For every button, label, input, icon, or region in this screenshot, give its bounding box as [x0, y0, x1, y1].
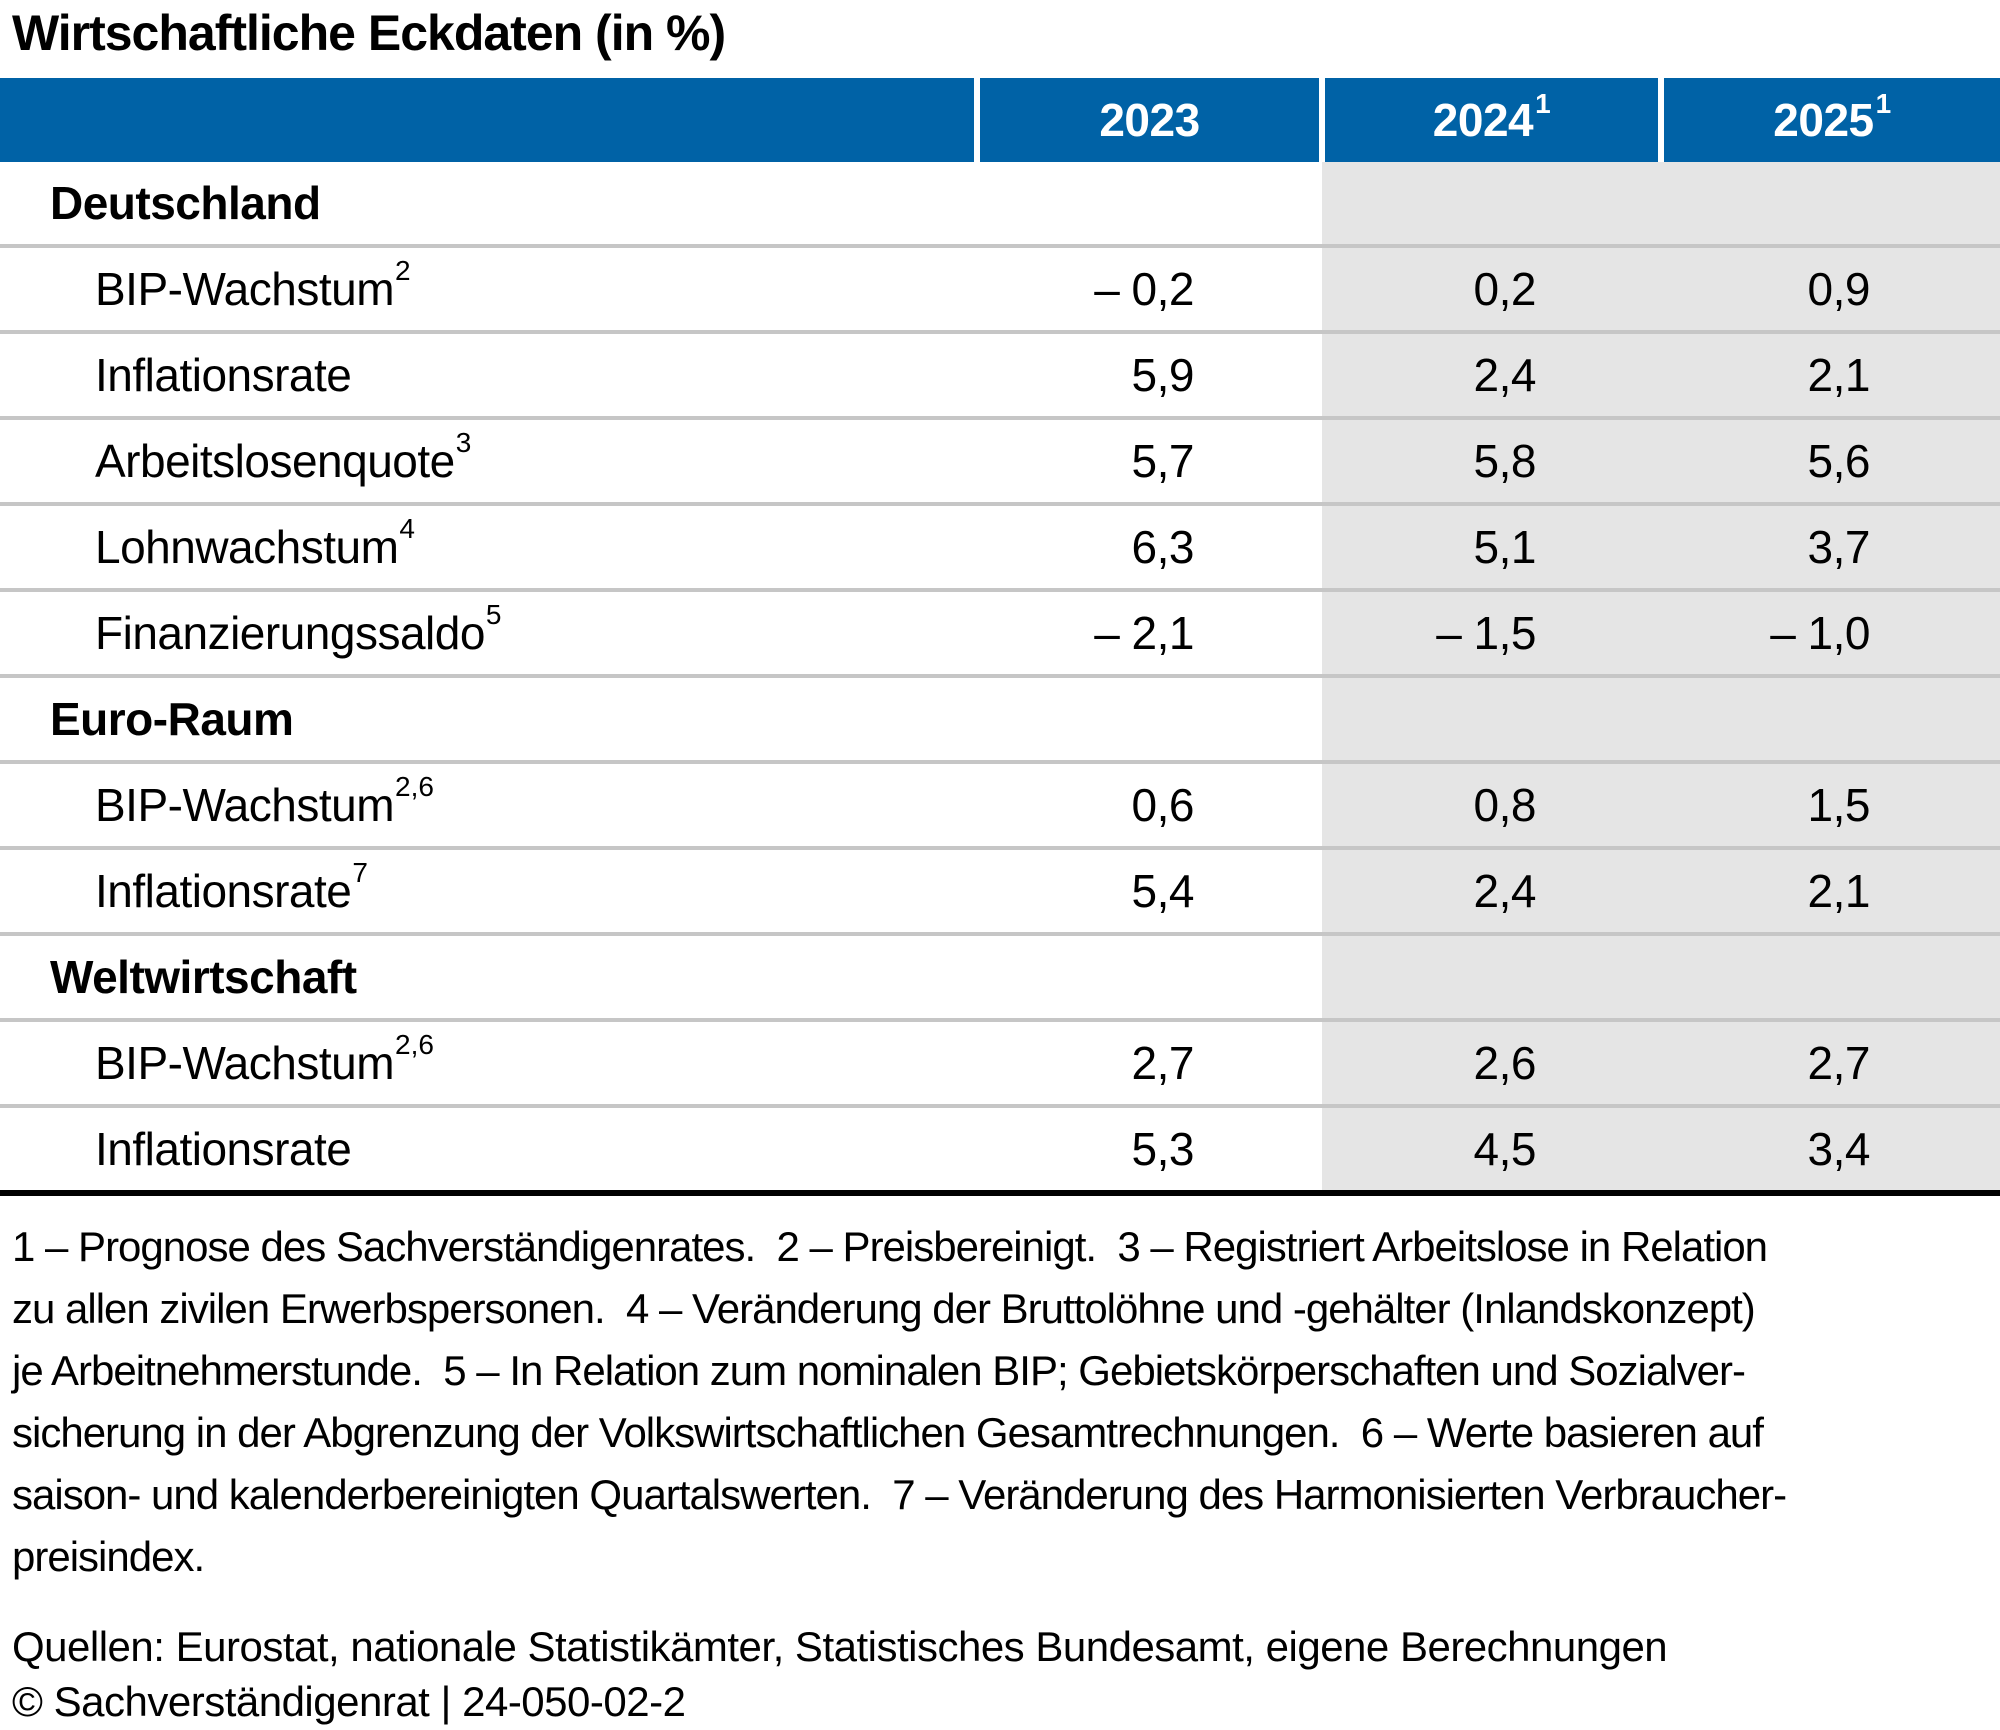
value-2024: 0,2 [1322, 248, 1661, 330]
value-2023: 5,7 [1131, 435, 1195, 487]
economic-data-table: 2023 2024 1 2025 1 Deutschland BIP-Wachstu… [0, 78, 2000, 1196]
value-2024: 2,6 [1322, 1022, 1661, 1104]
footnote-line: je Arbeitnehmerstunde. 5 – In Relation z… [12, 1347, 1746, 1394]
value-2023: 2,7 [1131, 1037, 1195, 1089]
section-row-deutschland: Deutschland [0, 162, 2000, 248]
table-row-bip-wachstum-de: BIP-Wachstum 2 – 0,2 0,2 0,9 [0, 248, 2000, 334]
value-2025: 3,4 [1661, 1108, 2000, 1190]
footnote-line: 1 – Prognose des Sachverständigenrates. … [12, 1223, 1768, 1270]
row-label: Inflationsrate [95, 1123, 352, 1175]
row-label: Inflationsrate [95, 349, 352, 401]
forecast-footnote-marker: 1 [1535, 88, 1551, 119]
row-label: Inflationsrate [95, 865, 352, 917]
value-2024: – 1,5 [1322, 592, 1661, 674]
value-2025 [1661, 678, 2000, 760]
table-row-lohnwachstum: Lohnwachstum 4 6,3 5,1 3,7 [0, 506, 2000, 592]
value-2025: – 1,0 [1661, 592, 2000, 674]
footnote-marker: 3 [455, 427, 472, 458]
value-2024: 5,1 [1322, 506, 1661, 588]
forecast-footnote-marker: 1 [1875, 88, 1892, 119]
row-label: BIP-Wachstum [95, 779, 395, 831]
table-row-inflationsrate-welt: Inflationsrate 5,3 4,5 3,4 [0, 1108, 2000, 1196]
table-row-inflationsrate-euro: Inflationsrate 7 5,4 2,4 2,1 [0, 850, 2000, 936]
table-row-inflationsrate-de: Inflationsrate 5,9 2,4 2,1 [0, 334, 2000, 420]
year-2023-label: 2023 [1099, 94, 1200, 146]
value-2023: 6,3 [1131, 521, 1195, 573]
footnote-marker: 5 [485, 599, 502, 630]
value-2023: – 0,2 [1094, 263, 1194, 315]
table-row-arbeitslosenquote: Arbeitslosenquote 3 5,7 5,8 5,6 [0, 420, 2000, 506]
value-2025 [1661, 936, 2000, 1018]
year-2025-label: 2025 [1773, 94, 1874, 146]
value-2023 [977, 936, 1322, 1018]
value-2023: – 2,1 [1094, 607, 1194, 659]
year-2024-label: 2024 [1432, 94, 1534, 146]
copyright-line: © Sachverständigenrat | 24-050-02-2 [12, 1678, 686, 1725]
header-cell-empty [0, 78, 974, 162]
row-label: Finanzierungssaldo [95, 607, 485, 659]
value-2025: 0,9 [1661, 248, 2000, 330]
section-row-weltwirtschaft: Weltwirtschaft [0, 936, 2000, 1022]
header-cell-2025: 2025 1 [1664, 78, 2000, 162]
value-2024 [1322, 678, 1661, 760]
table-row-finanzierungssaldo: Finanzierungssaldo 5 – 2,1 – 1,5 – 1,0 [0, 592, 2000, 678]
value-2025: 2,1 [1661, 850, 2000, 932]
row-label: BIP-Wachstum [95, 263, 395, 315]
section-label: Euro-Raum [50, 693, 294, 745]
value-2023 [977, 162, 1322, 244]
footnote-line: preisindex. [12, 1533, 205, 1580]
footnote-line: sicherung in der Abgrenzung der Volkswir… [12, 1409, 1764, 1456]
value-2023: 5,3 [1131, 1123, 1195, 1175]
section-label: Deutschland [50, 177, 321, 229]
figure-title: Wirtschaftliche Eckdaten (in %) [12, 5, 726, 61]
value-2025: 1,5 [1661, 764, 2000, 846]
footnote-marker: 2 [395, 255, 411, 286]
footnote-line: zu allen zivilen Erwerbspersonen. 4 – Ve… [12, 1285, 1756, 1332]
value-2025: 5,6 [1661, 420, 2000, 502]
footnote-marker: 4 [399, 513, 415, 544]
value-2024: 4,5 [1322, 1108, 1661, 1190]
footnote-marker: 2,6 [395, 1029, 434, 1060]
value-2023: 0,6 [1131, 779, 1195, 831]
footnote-line: saison- und kalenderbereinigten Quartals… [12, 1471, 1787, 1518]
footnote-marker: 7 [352, 857, 368, 888]
value-2024: 2,4 [1322, 850, 1661, 932]
value-2024 [1322, 936, 1661, 1018]
value-2025: 2,7 [1661, 1022, 2000, 1104]
row-label: Lohnwachstum [95, 521, 399, 573]
value-2023: 5,9 [1131, 349, 1195, 401]
value-2024: 0,8 [1322, 764, 1661, 846]
table-row-bip-wachstum-euro: BIP-Wachstum 2,6 0,6 0,8 1,5 [0, 764, 2000, 850]
row-label: Arbeitslosenquote [95, 435, 455, 487]
table-header-row: 2023 2024 1 2025 1 [0, 78, 2000, 162]
row-label: BIP-Wachstum [95, 1037, 395, 1089]
section-label: Weltwirtschaft [50, 951, 357, 1003]
table-row-bip-wachstum-welt: BIP-Wachstum 2,6 2,7 2,6 2,7 [0, 1022, 2000, 1108]
header-cell-2023: 2023 [980, 78, 1319, 162]
footnotes-block: 1 – Prognose des Sachverständigenrates. … [12, 1216, 1997, 1588]
value-2024: 5,8 [1322, 420, 1661, 502]
value-2025: 3,7 [1661, 506, 2000, 588]
value-2024: 2,4 [1322, 334, 1661, 416]
value-2023: 5,4 [1131, 865, 1195, 917]
value-2025: 2,1 [1661, 334, 2000, 416]
header-cell-2024: 2024 1 [1325, 78, 1658, 162]
value-2024 [1322, 162, 1661, 244]
section-row-euro-raum: Euro-Raum [0, 678, 2000, 764]
source-line: Quellen: Eurostat, nationale Statistikäm… [12, 1623, 1668, 1670]
value-2025 [1661, 162, 2000, 244]
value-2023 [977, 678, 1322, 760]
footnote-marker: 2,6 [395, 771, 434, 802]
